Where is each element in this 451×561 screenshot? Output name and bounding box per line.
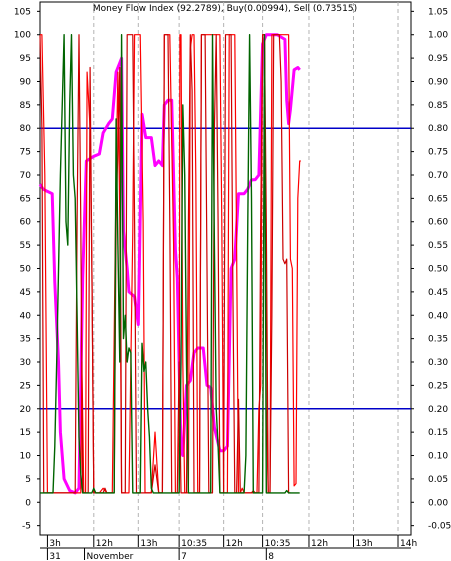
right-axis-tick-label: 0.55: [428, 241, 448, 251]
left-axis-tick-label: 35: [20, 335, 31, 345]
right-axis-tick-label: 1.05: [428, 7, 448, 17]
left-axis-tick-label: 80: [20, 124, 32, 134]
x-axis-time-label: 10:35: [265, 539, 291, 549]
x-axis-date-label: 8: [268, 552, 274, 561]
right-axis-tick-label: 0.00: [428, 498, 448, 508]
left-axis-tick-label: 65: [20, 194, 31, 204]
x-axis-date-label: 7: [181, 552, 187, 561]
left-axis-tick-label: 90: [20, 77, 32, 87]
right-axis-tick-label: 0.45: [428, 288, 448, 298]
right-axis: -0.05 0.00 0.05 0.10 0.15 0.20 0.25 0.30 0.35 0.4…: [411, 7, 451, 532]
left-axis-tick-label: 5: [25, 475, 31, 485]
left-axis-tick-label: 95: [20, 54, 31, 64]
right-axis-tick-label: 0.50: [428, 265, 448, 275]
right-axis-tick-label: 0.85: [428, 101, 448, 111]
x-axis-time-label: 3h: [49, 539, 60, 549]
series-lines: [38, 33, 301, 495]
left-axis-tick-label: 75: [20, 148, 31, 158]
right-axis-tick-label: 0.20: [428, 405, 448, 415]
right-axis-tick-label: 0.95: [428, 54, 448, 64]
right-axis-tick-label: 0.30: [428, 358, 448, 368]
x-axis-time-label: 12h: [311, 539, 328, 549]
left-axis: -5 0 5 10 15 20 25 30 35 40 45 50 55 60 65 70 75 80 85 90 95…: [14, 7, 40, 532]
left-axis-tick-label: 15: [20, 428, 31, 438]
left-axis-tick-label: 20: [20, 405, 32, 415]
left-axis-tick-label: 55: [20, 241, 31, 251]
right-axis-tick-label: 1.00: [428, 31, 448, 41]
left-axis-tick-label: 60: [20, 218, 32, 228]
right-axis-tick-label: 0.75: [428, 148, 448, 158]
x-axis-time-label: 13h: [355, 539, 372, 549]
x-axis-date-label: 31: [49, 552, 60, 561]
left-axis-tick-label: 30: [20, 358, 32, 368]
right-axis-tick-label: 0.60: [428, 218, 448, 228]
right-axis-tick-label: 0.65: [428, 194, 448, 204]
right-axis-tick-label: 0.70: [428, 171, 448, 181]
left-axis-tick-label: 50: [20, 265, 32, 275]
right-axis-tick-label: 0.05: [428, 475, 448, 485]
x-axis: 3h 12h 13h 10:35 12h 10:35 12h 13h 14h 31 November…: [40, 535, 417, 561]
x-axis-date-label: November: [87, 552, 134, 561]
x-axis-time-label: 14h: [400, 539, 417, 549]
right-axis-tick-label: 0.40: [428, 311, 448, 321]
right-axis-tick-label: 0.25: [428, 381, 448, 391]
left-axis-tick-label: 40: [20, 311, 32, 321]
left-axis-tick-label: 45: [20, 288, 31, 298]
series-line-4: [40, 34, 300, 494]
right-axis-tick-label: 0.15: [428, 428, 448, 438]
series-line-1: [38, 33, 301, 495]
right-axis-tick-label: 0.80: [428, 124, 448, 134]
x-axis-time-label: 12h: [96, 539, 113, 549]
x-axis-time-label: 10:35: [181, 539, 207, 549]
chart-title: Money Flow Index (92.2789), Buy(0.00994)…: [93, 4, 357, 14]
left-axis-tick-label: 100: [14, 31, 31, 41]
left-axis-tick-label: -5: [22, 522, 31, 532]
right-axis-tick-label: -0.05: [428, 522, 451, 532]
left-axis-tick-label: 105: [14, 7, 31, 17]
left-axis-tick-label: 0: [25, 498, 31, 508]
right-axis-tick-label: 0.10: [428, 452, 448, 462]
right-axis-tick-label: 0.90: [428, 77, 448, 87]
x-axis-time-label: 13h: [140, 539, 157, 549]
right-axis-tick-label: 0.35: [428, 335, 448, 345]
x-axis-time-label: 12h: [226, 539, 243, 549]
left-axis-tick-label: 70: [20, 171, 32, 181]
left-axis-tick-label: 85: [20, 101, 31, 111]
left-axis-tick-label: 25: [20, 381, 31, 391]
left-axis-tick-label: 10: [20, 452, 32, 462]
